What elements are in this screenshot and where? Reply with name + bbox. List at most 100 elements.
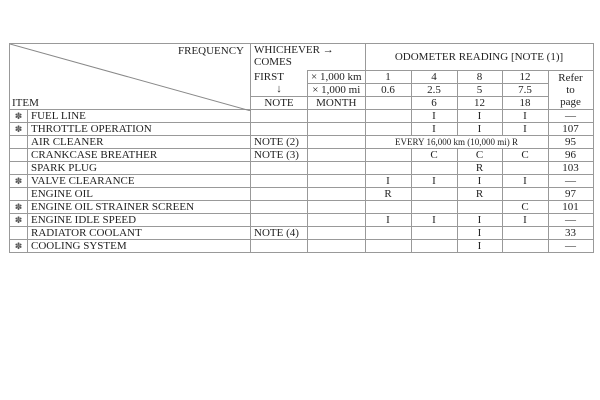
- table-row: ✽ VALVE CLEARANCE I I I I —: [9, 174, 594, 188]
- note-cell: [250, 174, 308, 188]
- interval-cell: C: [410, 148, 458, 162]
- month-header: MONTH: [307, 96, 366, 110]
- page-ref: —: [547, 239, 594, 253]
- page-ref: —: [547, 213, 594, 227]
- table-row: ENGINE OIL R R 97: [9, 187, 594, 201]
- table-row: ✽ FUEL LINE I I I —: [9, 109, 594, 123]
- note-cell: [250, 109, 308, 123]
- item-name: VALVE CLEARANCE: [27, 174, 251, 188]
- interval-cell: I: [456, 226, 503, 240]
- whichever-text: WHICHEVER →: [254, 44, 334, 56]
- interval-cell: [410, 226, 458, 240]
- month-cell: [307, 148, 366, 162]
- interval-cell: [501, 226, 549, 240]
- km-value: 8: [456, 70, 503, 84]
- month-cell: [307, 239, 366, 253]
- table-row: CRANKCASE BREATHER NOTE (3) C C C 96: [9, 148, 594, 162]
- table-row: ✽ ENGINE OIL STRAINER SCREEN C 101: [9, 200, 594, 214]
- month-cell: [307, 135, 366, 149]
- interval-cell: I: [364, 174, 412, 188]
- month-cell: [307, 122, 366, 136]
- month-cell: [307, 187, 366, 201]
- interval-cell: I: [456, 174, 503, 188]
- maintenance-schedule-table: FREQUENCY ITEM WHICHEVER → COMES ODOMETE…: [9, 43, 594, 253]
- month-cell: [307, 226, 366, 240]
- interval-cell: R: [364, 187, 412, 201]
- interval-cell: [501, 161, 549, 175]
- page-ref: 97: [547, 187, 594, 201]
- arrow-down-icon: ↓: [276, 82, 282, 95]
- interval-cell: I: [501, 122, 549, 136]
- note-cell: [250, 239, 308, 253]
- interval-cell: C: [501, 200, 549, 214]
- interval-cell: I: [364, 213, 412, 227]
- interval-cell: I: [501, 213, 549, 227]
- interval-cell: [364, 109, 412, 123]
- asterisk-icon: [9, 148, 28, 162]
- interval-cell: C: [456, 148, 503, 162]
- interval-cell: I: [456, 239, 503, 253]
- interval-cell: C: [501, 148, 549, 162]
- interval-cell: [364, 122, 412, 136]
- comes-text: COMES: [254, 56, 292, 68]
- diagonal-divider: [10, 44, 251, 111]
- interval-cell: [364, 161, 412, 175]
- item-name: ENGINE OIL: [27, 187, 251, 201]
- month-value: [364, 96, 412, 110]
- month-cell: [307, 109, 366, 123]
- asterisk-icon: ✽: [9, 122, 28, 136]
- interval-cell: I: [410, 174, 458, 188]
- to-text: to: [566, 84, 575, 96]
- table-row: ✽ COOLING SYSTEM I —: [9, 239, 594, 253]
- note-cell: [250, 122, 308, 136]
- asterisk-icon: ✽: [9, 239, 28, 253]
- item-name: CRANKCASE BREATHER: [27, 148, 251, 162]
- interval-cell: [410, 161, 458, 175]
- mi-value: 7.5: [501, 83, 549, 97]
- interval-cell: EVERY 16,000 km (10,000 mi) R: [364, 135, 549, 149]
- table-row: RADIATOR COOLANT NOTE (4) I 33: [9, 226, 594, 240]
- odometer-header: ODOMETER READING [NOTE (1)]: [364, 43, 594, 71]
- page-ref: —: [547, 109, 594, 123]
- interval-cell: [410, 239, 458, 253]
- refer-text: Refer: [558, 72, 583, 84]
- item-name: AIR CLEANER: [27, 135, 251, 149]
- page-ref: 103: [547, 161, 594, 175]
- page-ref: 33: [547, 226, 594, 240]
- interval-cell: I: [410, 213, 458, 227]
- interval-cell: I: [410, 109, 458, 123]
- interval-cell: [364, 200, 412, 214]
- asterisk-icon: ✽: [9, 174, 28, 188]
- km-value: 4: [410, 70, 458, 84]
- interval-cell: R: [456, 187, 503, 201]
- first-text: FIRST: [254, 70, 284, 83]
- interval-cell: I: [456, 213, 503, 227]
- item-name: COOLING SYSTEM: [27, 239, 251, 253]
- interval-cell: [364, 226, 412, 240]
- month-cell: [307, 174, 366, 188]
- asterisk-icon: [9, 187, 28, 201]
- frequency-label: FREQUENCY: [177, 45, 244, 57]
- month-cell: [307, 161, 366, 175]
- first-header: FIRST ↓: [250, 70, 308, 97]
- whichever-comes-first-header: WHICHEVER → COMES: [250, 43, 366, 71]
- mi-label: × 1,000 mi: [307, 83, 366, 97]
- interval-cell: [364, 239, 412, 253]
- km-value: 12: [501, 70, 549, 84]
- note-header: NOTE: [250, 96, 308, 110]
- interval-cell: [410, 187, 458, 201]
- interval-cell: I: [456, 122, 503, 136]
- refer-to-page-header: Refer to page: [547, 70, 594, 110]
- item-name: THROTTLE OPERATION: [27, 122, 251, 136]
- interval-cell: I: [501, 174, 549, 188]
- month-cell: [307, 200, 366, 214]
- asterisk-icon: [9, 135, 28, 149]
- interval-cell: I: [501, 109, 549, 123]
- interval-cell: I: [410, 122, 458, 136]
- item-name: ENGINE IDLE SPEED: [27, 213, 251, 227]
- table-row: ✽ THROTTLE OPERATION I I I 107: [9, 122, 594, 136]
- note-cell: [250, 187, 308, 201]
- table-row: ✽ ENGINE IDLE SPEED I I I I —: [9, 213, 594, 227]
- interval-cell: [364, 148, 412, 162]
- note-cell: [250, 200, 308, 214]
